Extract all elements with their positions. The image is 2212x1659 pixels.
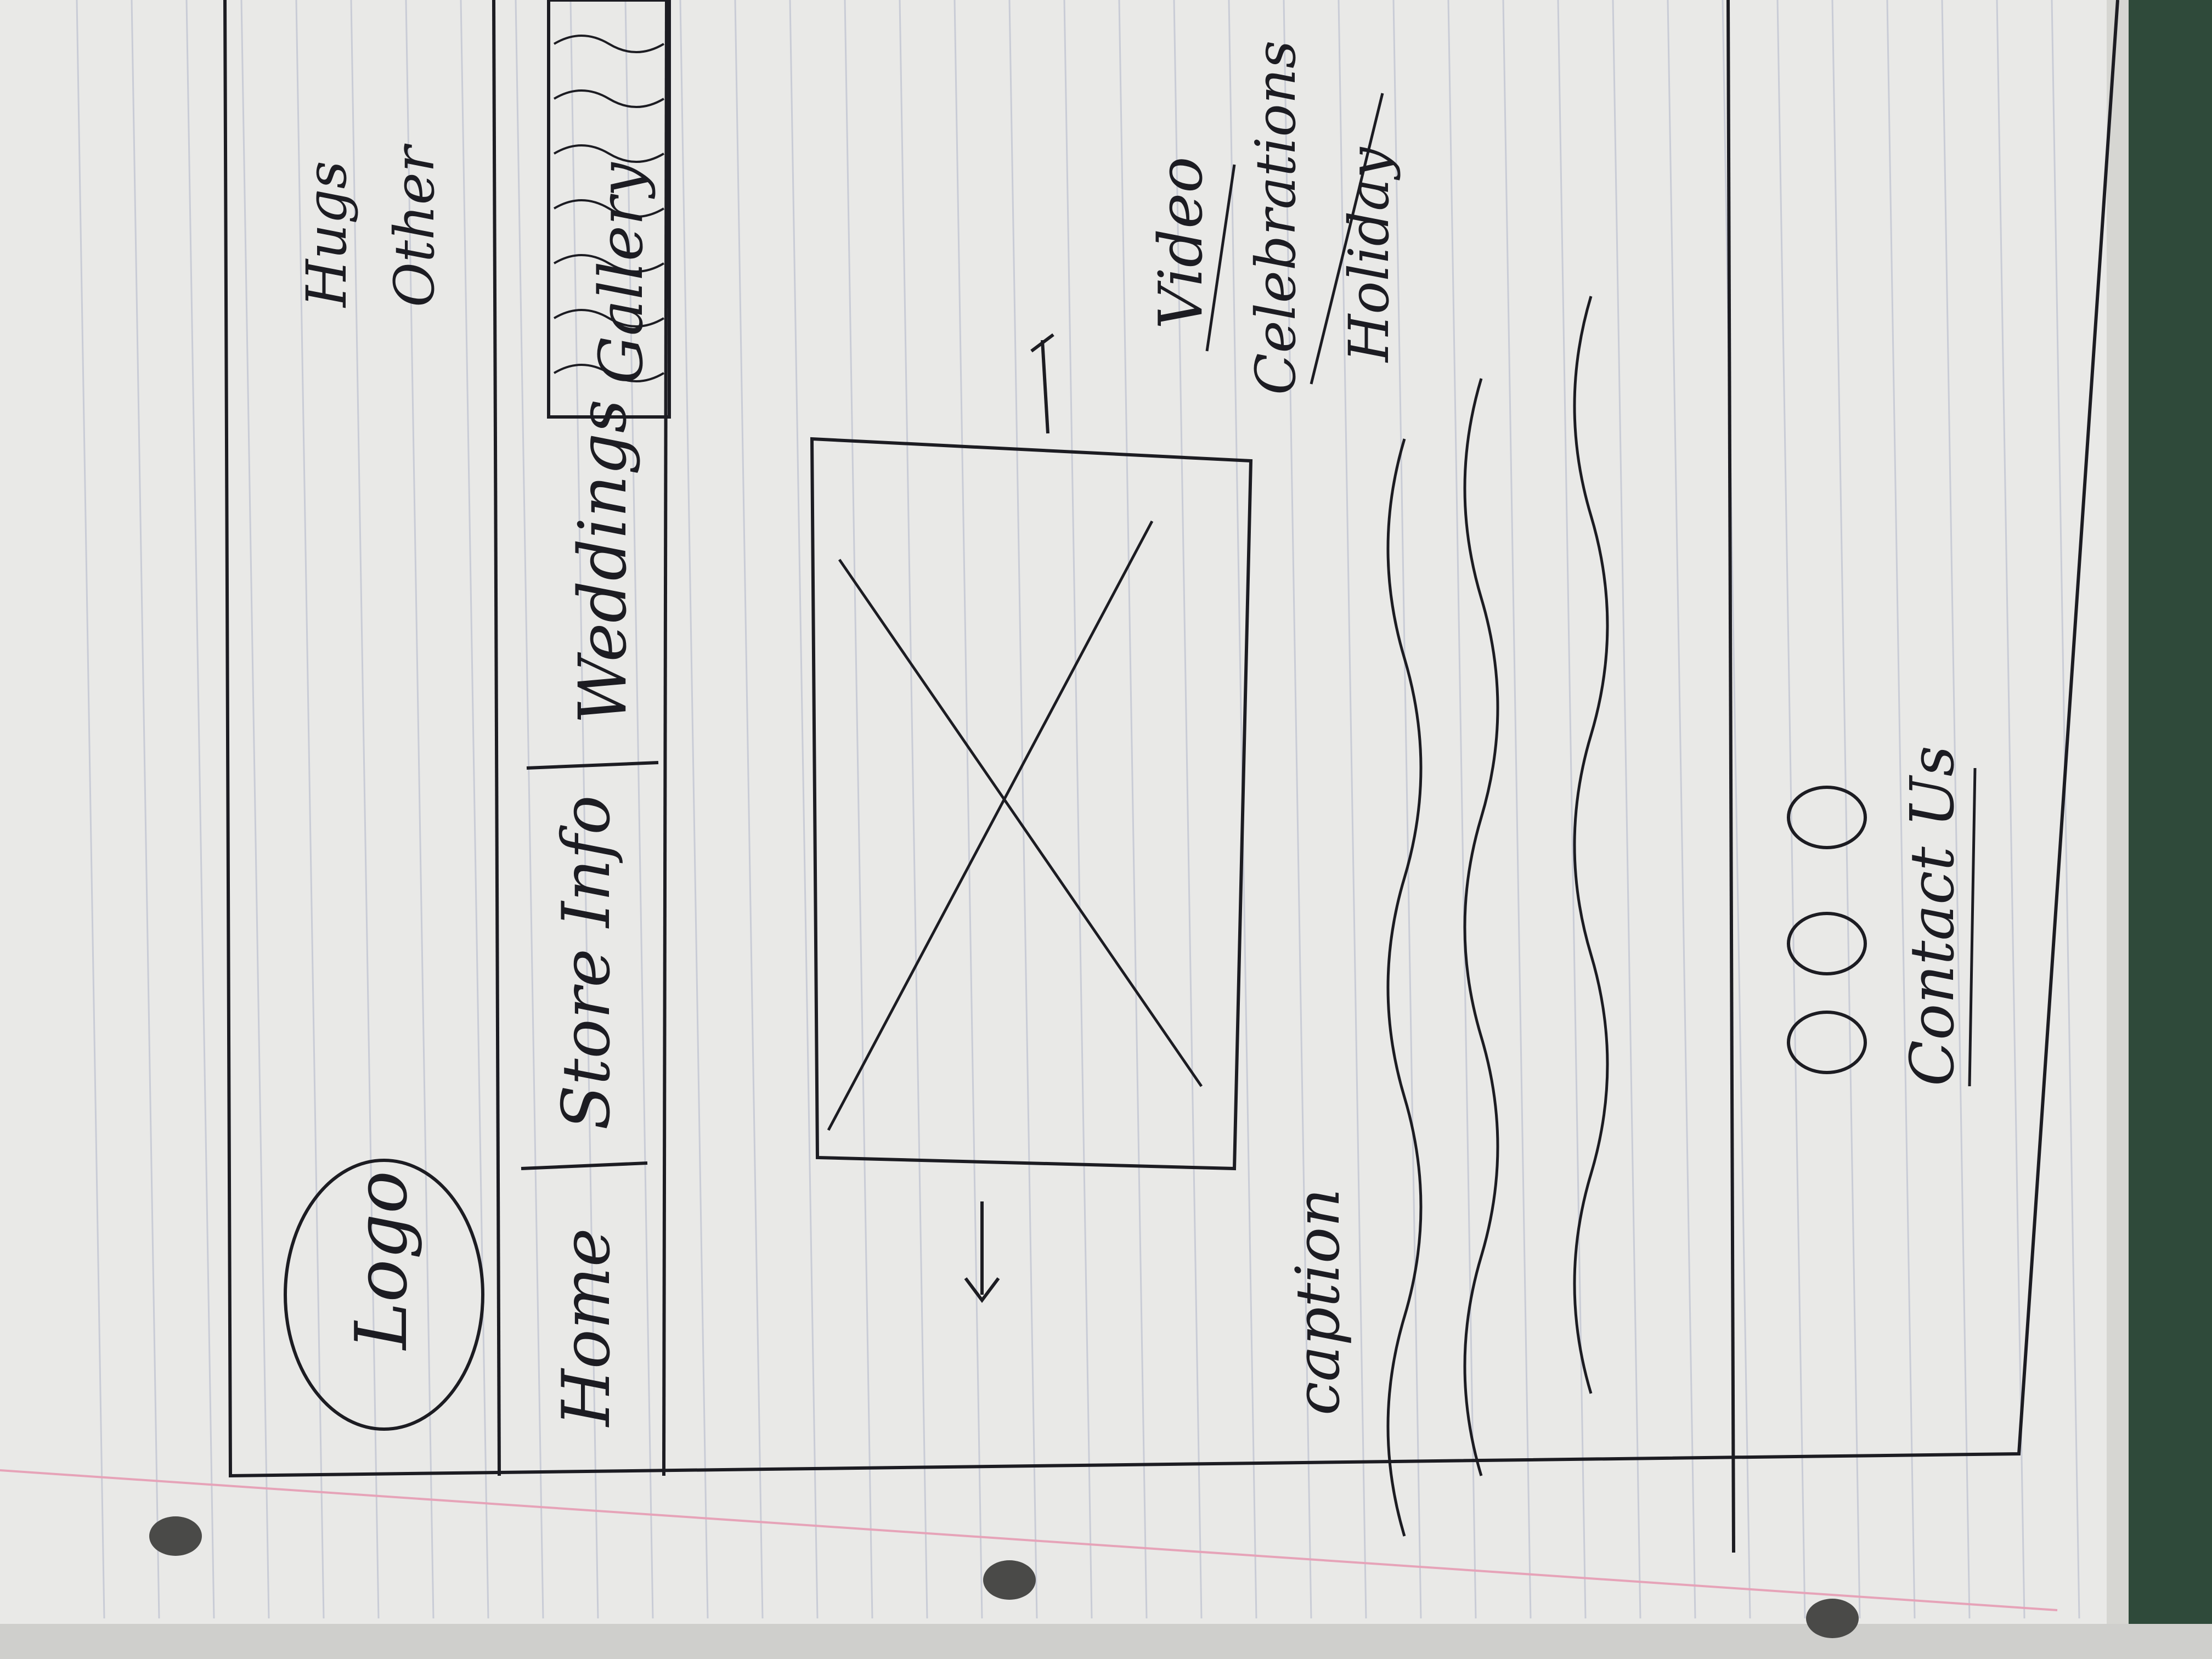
header-divider bbox=[492, 0, 501, 1476]
nav-item-weddings[interactable]: Weddings bbox=[565, 399, 641, 724]
hole-1 bbox=[149, 1516, 202, 1556]
footer-divider bbox=[1726, 0, 1735, 1553]
social-icons bbox=[1787, 786, 1867, 1074]
submenu-underline-1 bbox=[1205, 164, 1236, 352]
caption-label: caption bbox=[1283, 1188, 1353, 1415]
submenu-celebrations[interactable]: Celebrations bbox=[1244, 41, 1308, 395]
punched-holes bbox=[149, 1516, 1859, 1638]
footer-contact-link[interactable]: Contact Us bbox=[1897, 746, 1967, 1086]
social-icon-2[interactable] bbox=[1787, 912, 1867, 975]
margin-line bbox=[0, 1469, 2058, 1611]
submenu-holiday[interactable]: Holiday bbox=[1337, 146, 1401, 363]
next-arrow[interactable] bbox=[1030, 333, 1054, 434]
image-cross-1 bbox=[838, 558, 1203, 1087]
image-frame bbox=[810, 437, 1253, 1171]
binding-edge bbox=[0, 1624, 2212, 1659]
image-placeholder bbox=[810, 437, 1253, 1171]
prev-arrow[interactable] bbox=[964, 1201, 1000, 1303]
page-frame bbox=[223, 0, 2119, 1478]
nav-separator-2 bbox=[526, 761, 659, 770]
nav-item-gallery[interactable]: Gallery bbox=[586, 162, 656, 384]
social-icon-3[interactable] bbox=[1787, 786, 1867, 849]
nav-item-home[interactable]: Home bbox=[549, 1228, 625, 1427]
gallery-tab-box bbox=[547, 0, 671, 419]
page-stack-edge bbox=[2107, 0, 2129, 1659]
image-cross-2 bbox=[827, 520, 1154, 1131]
submenu-underline-2 bbox=[1310, 93, 1384, 385]
gallery-tab-scribble bbox=[553, 35, 665, 382]
hole-2 bbox=[983, 1560, 1036, 1600]
body-text-squiggles bbox=[1386, 296, 1609, 1537]
top-link-hugs[interactable]: Hugs bbox=[295, 161, 359, 308]
contact-underline bbox=[1968, 768, 1977, 1087]
top-link-other[interactable]: Other bbox=[382, 143, 447, 307]
nav-separator-1 bbox=[521, 1161, 648, 1170]
nav-item-store-info[interactable]: Store Info bbox=[549, 795, 625, 1130]
hole-3 bbox=[1806, 1599, 1859, 1638]
notebook-cover bbox=[2118, 0, 2212, 1659]
logo-circle bbox=[284, 1159, 484, 1431]
submenu-video[interactable]: Video bbox=[1146, 157, 1216, 329]
nav-divider bbox=[662, 0, 668, 1476]
logo-label: Logo bbox=[340, 1171, 423, 1351]
social-icon-1[interactable] bbox=[1787, 1011, 1867, 1074]
